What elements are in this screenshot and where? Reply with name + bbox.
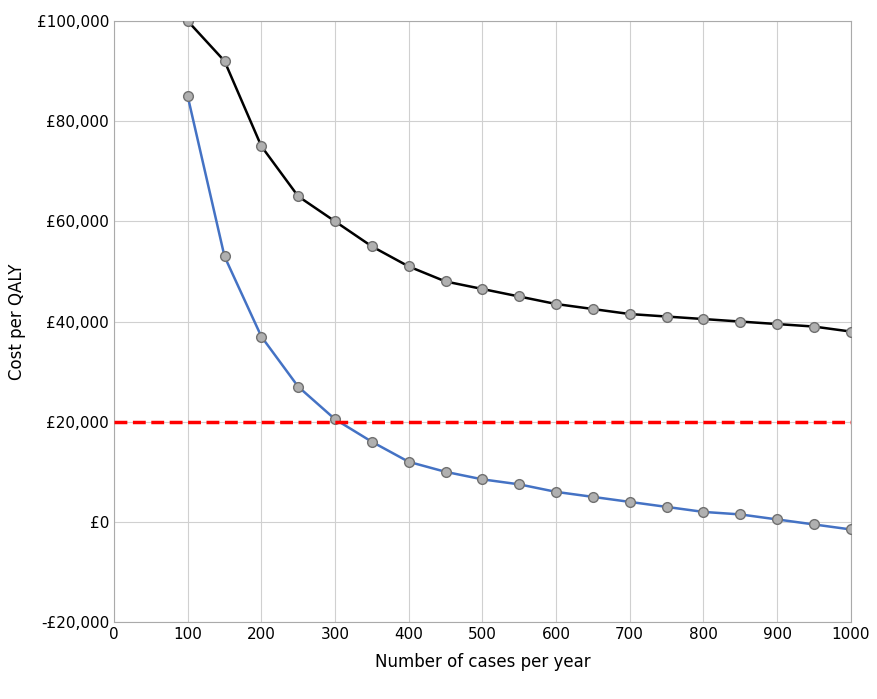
Y-axis label: Cost per QALY: Cost per QALY <box>8 264 25 380</box>
X-axis label: Number of cases per year: Number of cases per year <box>374 653 590 671</box>
